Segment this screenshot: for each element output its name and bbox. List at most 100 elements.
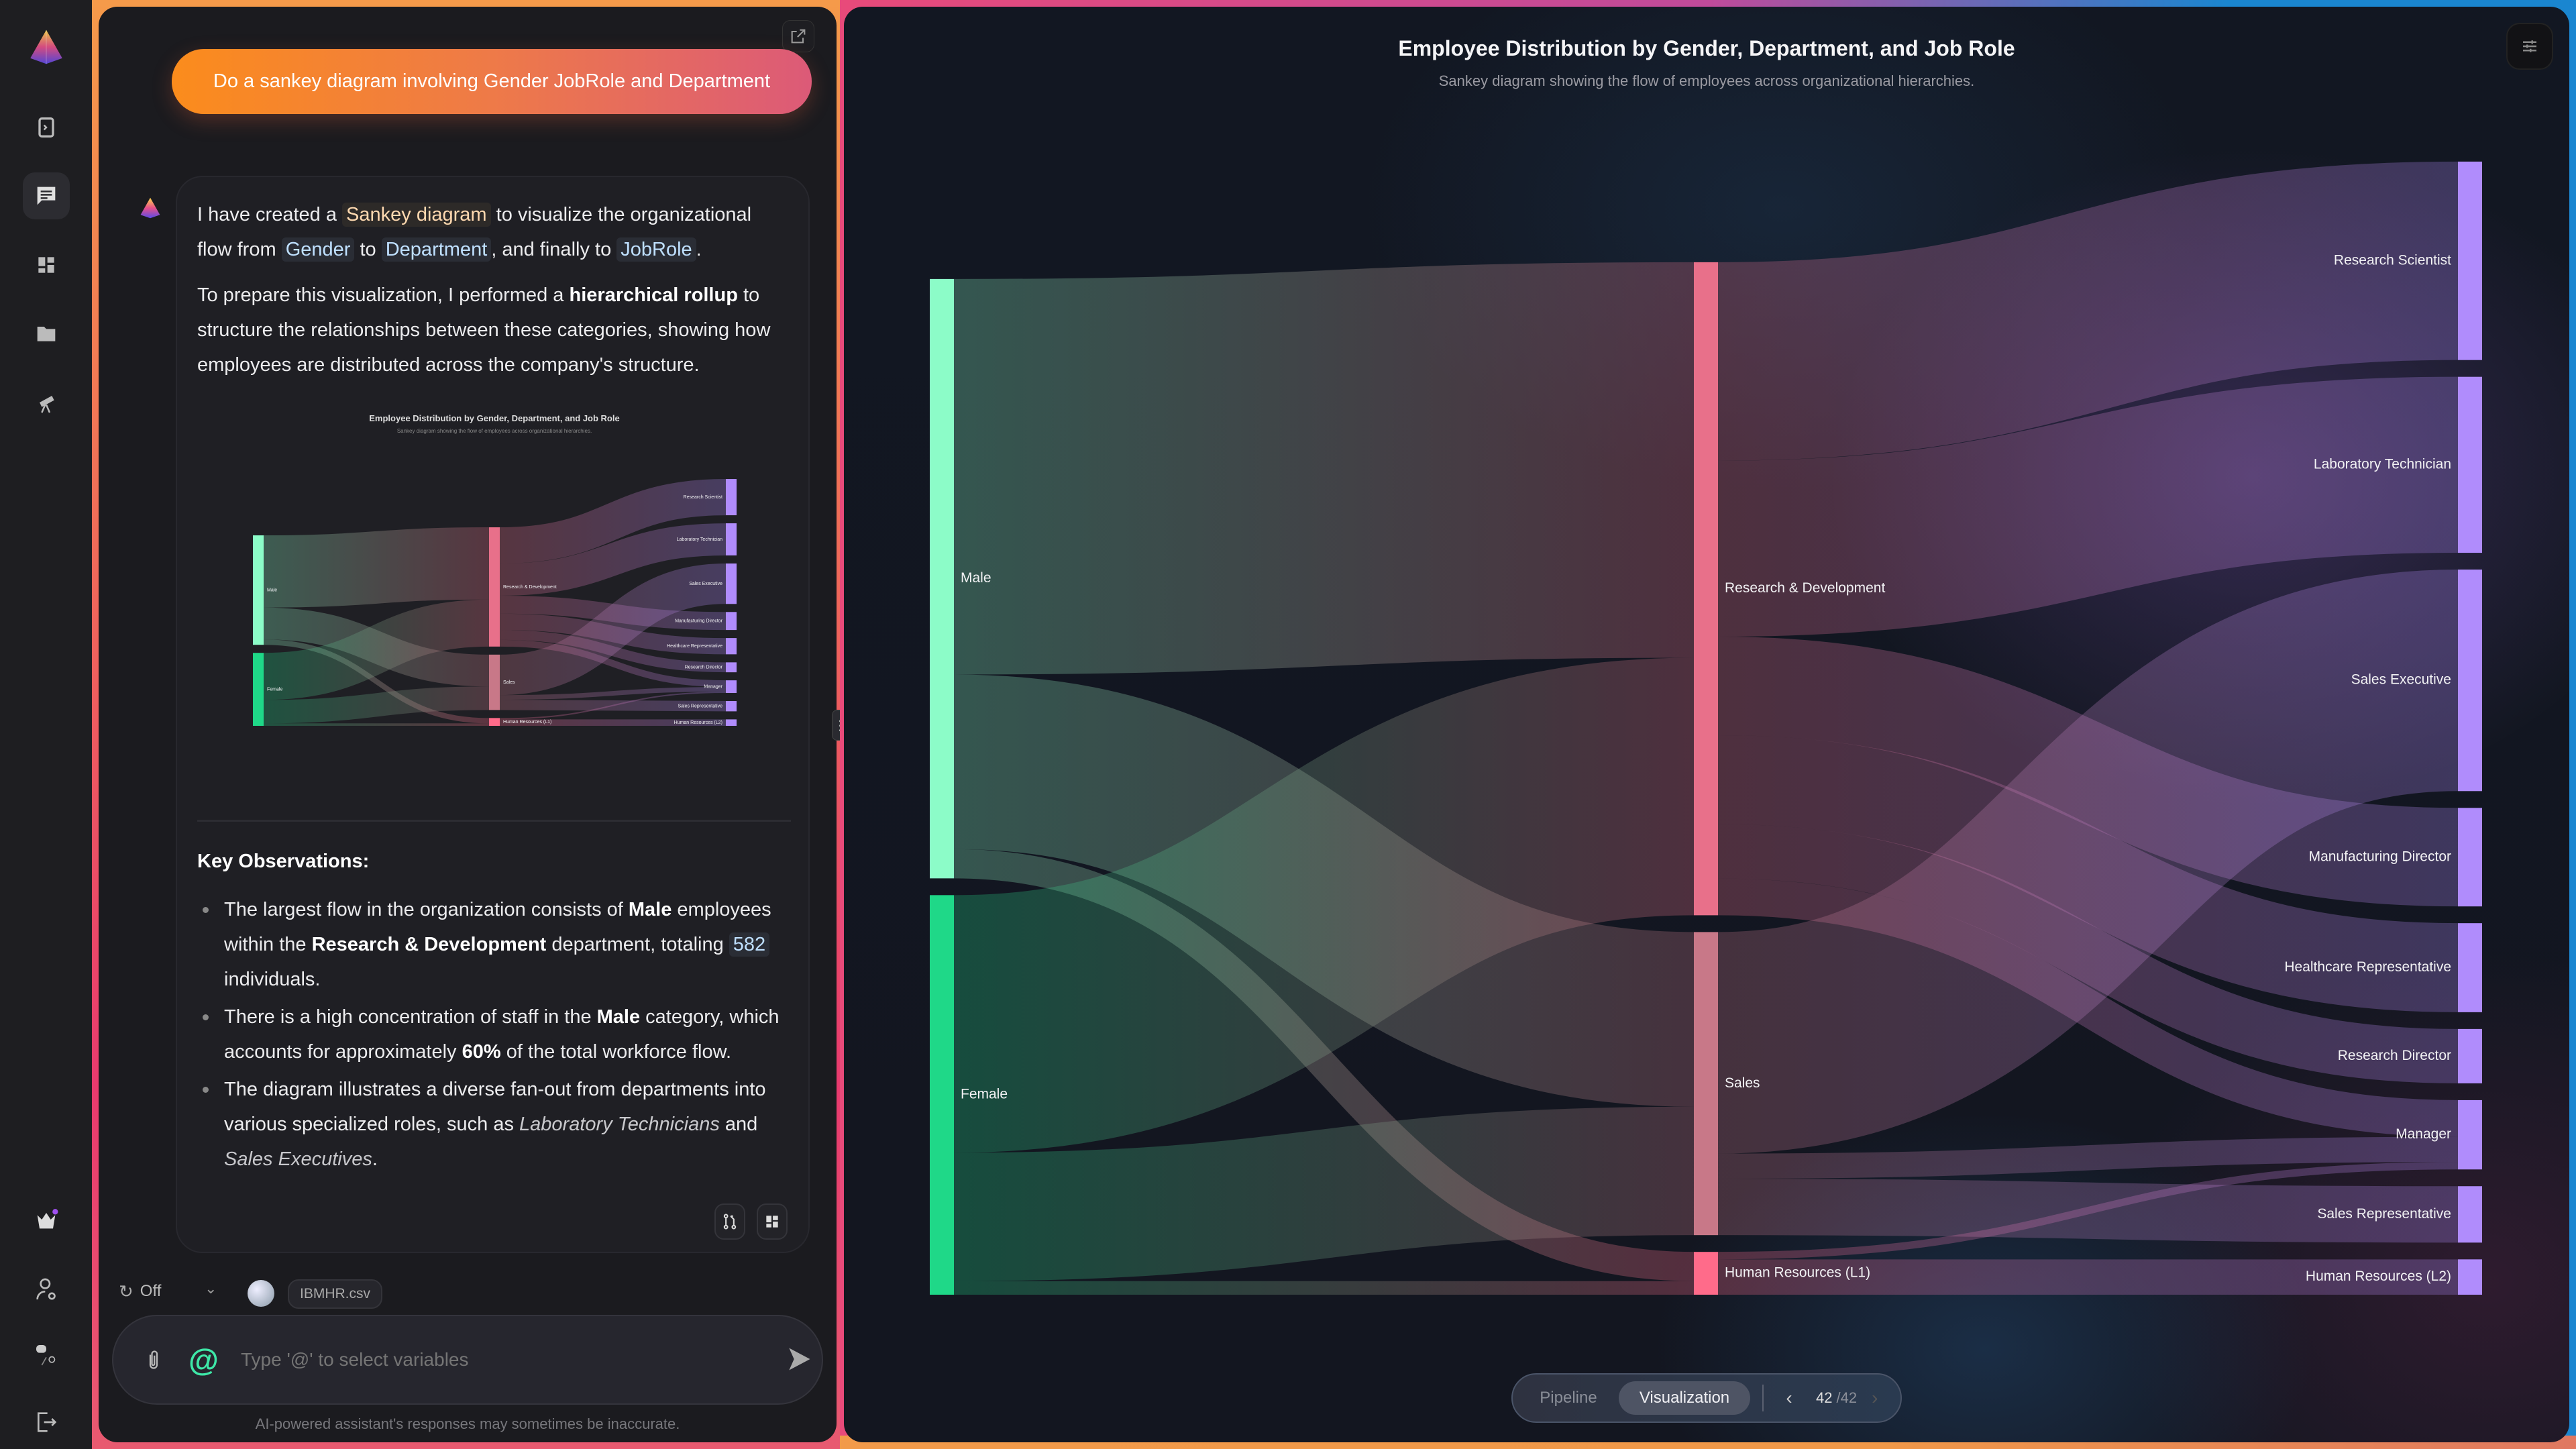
user-message: Do a sankey diagram involving Gender Job…	[172, 49, 812, 114]
node-label: Research Scientist	[684, 495, 722, 500]
sankey-link[interactable]	[499, 523, 727, 596]
toggle-divider	[1762, 1385, 1764, 1411]
sankey-link[interactable]	[1717, 376, 2459, 637]
sankey-node[interactable]	[726, 662, 737, 673]
sankey-link[interactable]	[263, 527, 490, 608]
dataset-chip[interactable]: IBMHR.csv	[288, 1279, 382, 1309]
sankey-node[interactable]	[2458, 1186, 2482, 1243]
chevron-down-icon[interactable]: ⌄	[205, 1280, 217, 1297]
sankey-link[interactable]	[499, 479, 727, 564]
node-label: Manufacturing Director	[675, 619, 722, 624]
sankey-node[interactable]	[726, 680, 737, 694]
sankey-node[interactable]	[2458, 808, 2482, 907]
refresh-icon: ↻	[119, 1281, 133, 1301]
sankey-node[interactable]	[2458, 161, 2482, 360]
logout-icon[interactable]	[23, 1399, 70, 1446]
node-label: Female	[267, 687, 282, 692]
page-current: 42	[1816, 1389, 1833, 1406]
popout-button[interactable]	[782, 20, 814, 52]
chat-icon[interactable]	[23, 172, 70, 219]
next-page-button[interactable]: ›	[1872, 1387, 1878, 1408]
sankey-node[interactable]	[930, 278, 954, 879]
sankey-node[interactable]	[2458, 1099, 2482, 1170]
prev-page-button[interactable]: ‹	[1786, 1387, 1792, 1408]
tab-pipeline[interactable]: Pipeline	[1540, 1389, 1597, 1407]
text-segment: .	[696, 239, 702, 260]
sankey-node[interactable]	[726, 563, 737, 604]
sankey-node[interactable]	[489, 527, 500, 647]
branch-button[interactable]	[714, 1203, 745, 1240]
text-segment: to	[354, 239, 382, 260]
model-avatar[interactable]	[248, 1280, 274, 1307]
text-segment: individuals.	[224, 969, 321, 990]
chart-settings-button[interactable]	[2506, 23, 2553, 70]
logo-icon[interactable]	[23, 23, 70, 70]
user-settings-icon[interactable]	[23, 1266, 70, 1313]
telescope-icon[interactable]	[23, 379, 70, 426]
chart-thumbnail[interactable]: Employee Distribution by Gender, Departm…	[196, 398, 793, 741]
observation-item: The largest flow in the organization con…	[197, 892, 791, 997]
text-segment: and	[719, 1114, 758, 1135]
sankey-link[interactable]	[499, 691, 727, 720]
node-label: Manager	[2396, 1126, 2451, 1142]
discord-icon[interactable]	[23, 1332, 70, 1379]
sankey-link[interactable]	[499, 639, 727, 688]
sankey-node[interactable]	[726, 719, 737, 726]
node-label: Human Resources (L1)	[1725, 1265, 1870, 1281]
sankey-node[interactable]	[2458, 1028, 2482, 1083]
observation-item: There is a high concentration of staff i…	[197, 1000, 791, 1069]
sankey-link[interactable]	[1717, 161, 2459, 461]
sankey-node[interactable]	[2458, 570, 2482, 792]
sankey-node[interactable]	[489, 718, 500, 726]
folder-icon[interactable]	[23, 310, 70, 357]
at-mention-icon[interactable]: @	[189, 1342, 219, 1377]
send-button[interactable]	[784, 1344, 814, 1377]
sankey-node[interactable]	[253, 653, 264, 726]
sankey-node[interactable]	[726, 638, 737, 655]
sankey-node[interactable]	[726, 701, 737, 712]
paperclip-icon[interactable]	[144, 1343, 164, 1383]
reasoning-label: Off	[140, 1282, 162, 1300]
sankey-node[interactable]	[726, 479, 737, 516]
chat-input[interactable]	[241, 1343, 777, 1377]
sankey-link[interactable]	[499, 563, 727, 696]
sankey-node[interactable]	[2458, 1259, 2482, 1295]
sankey-link[interactable]	[953, 1106, 1695, 1281]
sankey-link[interactable]	[1717, 1136, 2459, 1179]
sankey-link[interactable]	[1716, 570, 2460, 1154]
sankey-node[interactable]	[1694, 262, 1718, 916]
sankey-node[interactable]	[2458, 376, 2482, 553]
sankey-link[interactable]	[263, 639, 490, 724]
node-label: Female	[961, 1087, 1008, 1102]
node-label: Male	[267, 588, 277, 592]
sankey-node[interactable]	[726, 523, 737, 555]
add-to-dashboard-button[interactable]	[757, 1203, 788, 1240]
sankey-node[interactable]	[930, 895, 954, 1295]
node-label: Male	[961, 570, 991, 586]
sankey-node[interactable]	[489, 654, 500, 710]
sankey-node[interactable]	[2458, 923, 2482, 1012]
node-label: Research Scientist	[2334, 252, 2451, 268]
text-segment: The largest flow in the organization con…	[224, 899, 629, 920]
sankey-node[interactable]	[253, 535, 264, 645]
sankey-node[interactable]	[726, 612, 737, 631]
crown-icon[interactable]	[23, 1196, 70, 1243]
italic-text: Laboratory Technicians	[519, 1114, 720, 1135]
sankey-node[interactable]	[1694, 1252, 1718, 1295]
dashboard-icon[interactable]	[23, 241, 70, 288]
sankey-link[interactable]	[1717, 1162, 2459, 1260]
sankey-link[interactable]	[953, 657, 1695, 1153]
sankey-node[interactable]	[1694, 932, 1718, 1236]
node-label: Laboratory Technician	[2314, 456, 2451, 472]
tab-visualization[interactable]: Visualization	[1619, 1381, 1750, 1415]
panel-toggle-icon[interactable]	[23, 104, 70, 151]
sankey-link[interactable]	[263, 686, 490, 724]
inline-code-chip: Department	[381, 237, 492, 262]
sankey-link[interactable]	[263, 599, 490, 700]
sankey-link[interactable]	[953, 262, 1695, 675]
reasoning-toggle[interactable]: ↻ Off	[119, 1275, 161, 1308]
node-label: Manager	[704, 684, 722, 689]
text-segment: to structure the relationships between t…	[197, 284, 771, 376]
node-label: Healthcare Representative	[2284, 959, 2451, 975]
sankey-link[interactable]	[499, 687, 727, 700]
